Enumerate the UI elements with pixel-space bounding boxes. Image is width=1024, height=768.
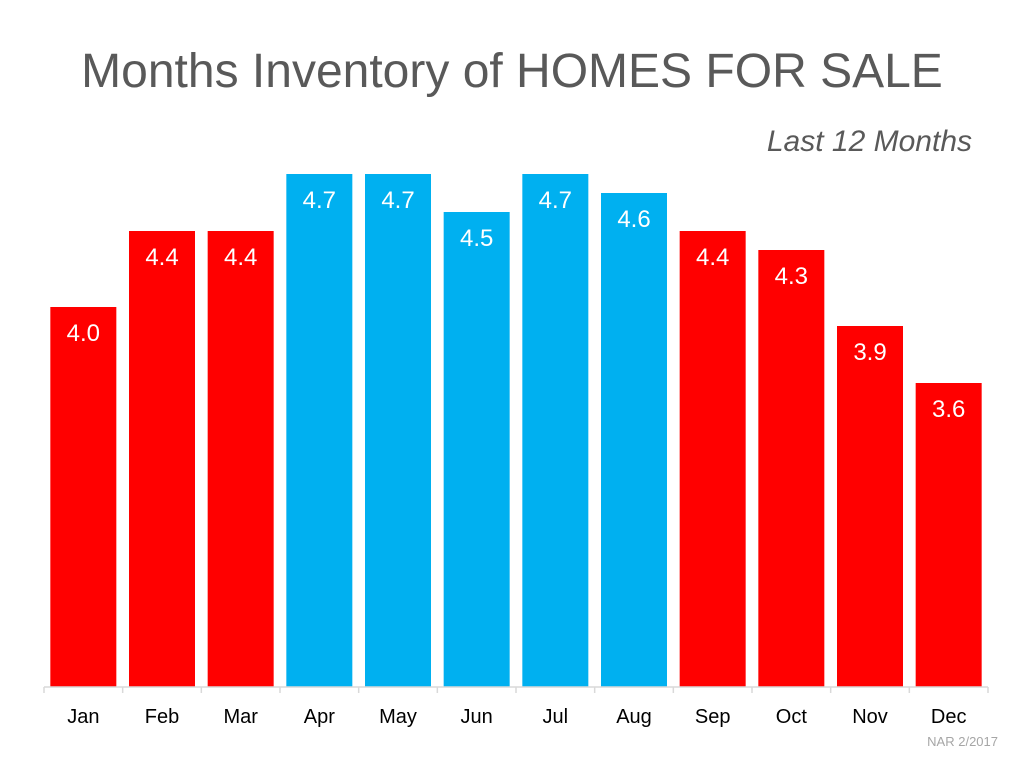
bar-jan — [50, 307, 117, 687]
data-label-aug: 4.6 — [617, 206, 650, 233]
data-label-may: 4.7 — [381, 187, 414, 214]
x-tick-label-mar: Mar — [223, 706, 258, 728]
bar-apr — [286, 174, 353, 687]
x-tick-label-jul: Jul — [543, 706, 569, 728]
bar-feb — [129, 231, 195, 687]
chart-subtitle: Last 12 Months — [766, 125, 972, 158]
data-label-feb: 4.4 — [145, 244, 178, 271]
bar-jul — [522, 174, 589, 687]
x-tick-label-jun: Jun — [461, 706, 493, 728]
data-label-dec: 3.6 — [932, 396, 965, 423]
x-tick-label-apr: Apr — [304, 706, 335, 728]
x-tick-label-nov: Nov — [852, 706, 888, 728]
x-tick-label-jan: Jan — [67, 706, 99, 728]
bar-mar — [207, 231, 274, 687]
x-tick-label-dec: Dec — [931, 706, 967, 728]
data-label-nov: 3.9 — [853, 339, 886, 366]
x-tick-label-sep: Sep — [695, 706, 731, 728]
bar-may — [365, 174, 431, 687]
bar-aug — [601, 193, 667, 687]
x-tick-label-oct: Oct — [776, 706, 808, 728]
bar-sep — [679, 231, 746, 687]
data-label-sep: 4.4 — [696, 244, 729, 271]
data-label-jun: 4.5 — [460, 225, 493, 252]
data-label-oct: 4.3 — [775, 263, 808, 290]
bar-oct — [758, 250, 825, 687]
data-label-apr: 4.7 — [303, 187, 336, 214]
data-label-mar: 4.4 — [224, 244, 257, 271]
source-note: NAR 2/2017 — [927, 734, 998, 749]
chart-title: Months Inventory of HOMES FOR SALE — [81, 45, 943, 98]
data-label-jul: 4.7 — [539, 187, 572, 214]
data-label-jan: 4.0 — [67, 320, 100, 347]
bar-nov — [837, 326, 903, 687]
bar-dec — [915, 383, 982, 687]
bar-jun — [443, 212, 510, 687]
x-tick-label-may: May — [379, 706, 417, 728]
x-tick-label-feb: Feb — [145, 706, 179, 728]
x-tick-label-aug: Aug — [616, 706, 652, 728]
